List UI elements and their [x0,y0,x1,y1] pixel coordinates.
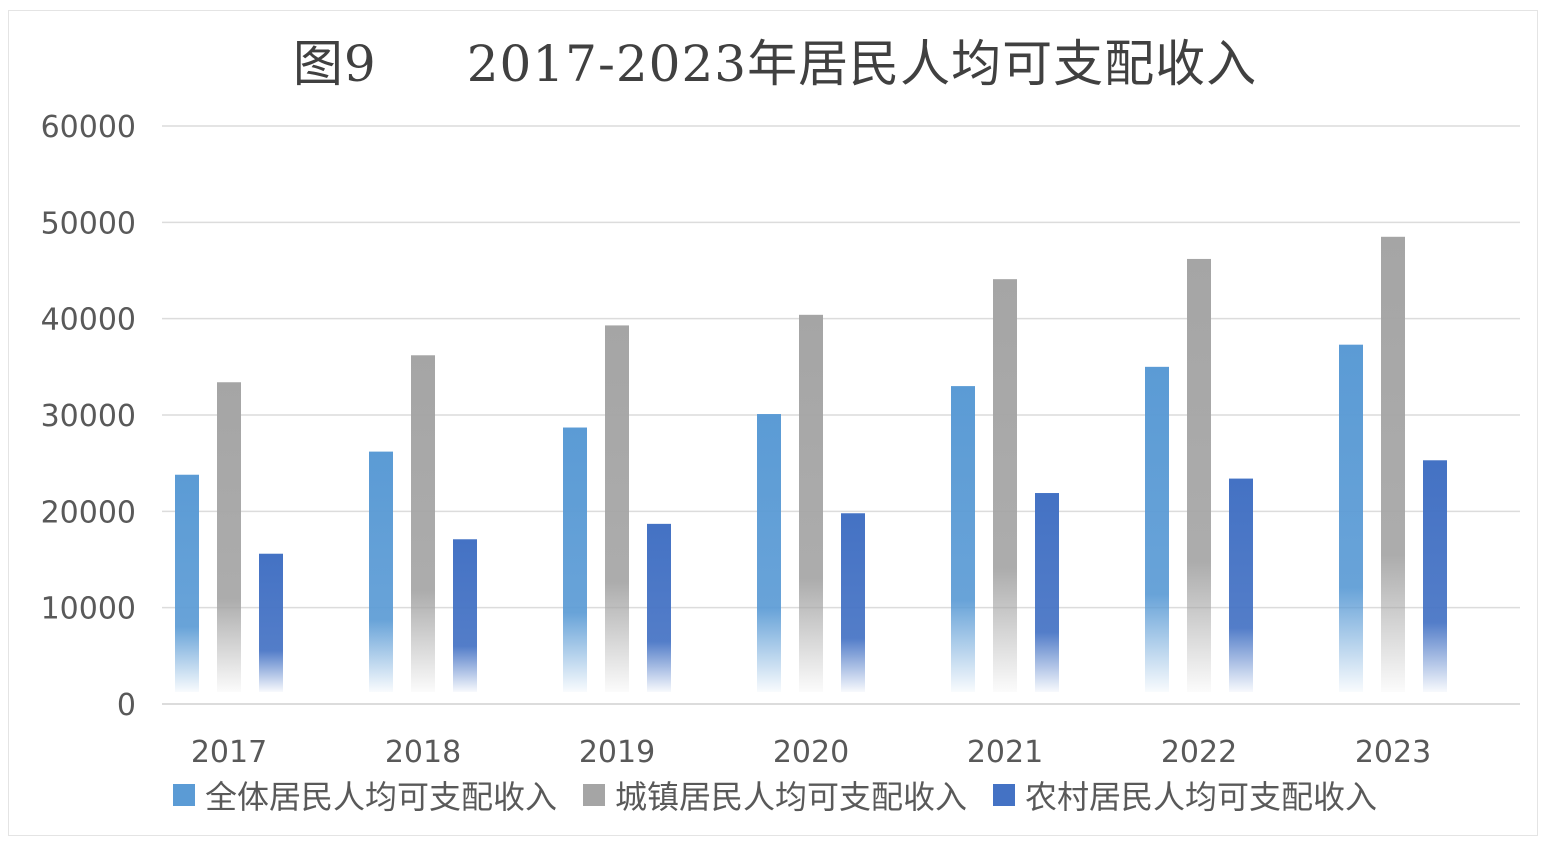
bar-rural-2017 [259,553,283,692]
legend-item: 全体居民人均可支配收入 [172,772,557,818]
bar-rural-2018 [453,539,477,692]
bar-rural-2019 [647,523,671,692]
y-tick-label: 20000 [41,495,136,530]
chart-title-prefix: 图9 [292,35,377,93]
legend-label: 城镇居民人均可支配收入 [614,778,967,816]
bar-rural-2022 [1229,478,1253,692]
bar-urban-2019 [605,325,629,692]
bar-rural-2023 [1423,460,1447,692]
x-tick-label: 2021 [967,735,1043,770]
bar-all-2019 [563,427,587,692]
bar-all-2018 [369,451,393,692]
x-tick-label: 2017 [191,735,267,770]
bar-all-2022 [1145,366,1169,692]
legend-swatch [172,784,195,806]
legend-item: 农村居民人均可支配收入 [993,772,1377,818]
x-tick-label: 2020 [773,735,849,770]
bar-rural-2021 [1035,493,1059,692]
chart-legend: 全体居民人均可支配收入 城镇居民人均可支配收入 农村居民人均可支配收入 [0,770,1550,820]
bar-urban-2021 [993,279,1017,692]
bar-urban-2018 [411,355,435,692]
y-tick-label: 60000 [41,110,136,145]
bar-rural-2020 [841,513,865,692]
bar-all-2023 [1339,344,1363,692]
bar-urban-2020 [799,314,823,692]
legend-swatch [993,784,1015,806]
y-tick-label: 30000 [41,399,136,434]
legend-swatch [582,784,605,806]
bar-urban-2023 [1381,236,1405,693]
legend-label: 农村居民人均可支配收入 [1025,778,1378,816]
bar-urban-2017 [217,382,241,692]
bar-all-2020 [757,414,781,692]
y-tick-label: 40000 [41,303,136,338]
y-tick-label: 0 [117,688,136,723]
bar-urban-2022 [1187,258,1211,692]
bar-all-2021 [951,386,975,692]
legend-item: 城镇居民人均可支配收入 [582,772,967,818]
bar-all-2017 [175,474,199,692]
x-tick-label: 2023 [1355,735,1431,770]
y-tick-label: 50000 [41,206,136,241]
chart-title-text: 2017-2023年居民人均可支配收入 [466,35,1258,93]
legend-label: 全体居民人均可支配收入 [204,778,557,816]
chart-title: 图9 2017-2023年居民人均可支配收入 [0,28,1550,93]
x-tick-label: 2018 [385,735,461,770]
x-tick-label: 2019 [579,735,655,770]
y-tick-label: 10000 [41,592,136,627]
x-tick-label: 2022 [1161,735,1237,770]
